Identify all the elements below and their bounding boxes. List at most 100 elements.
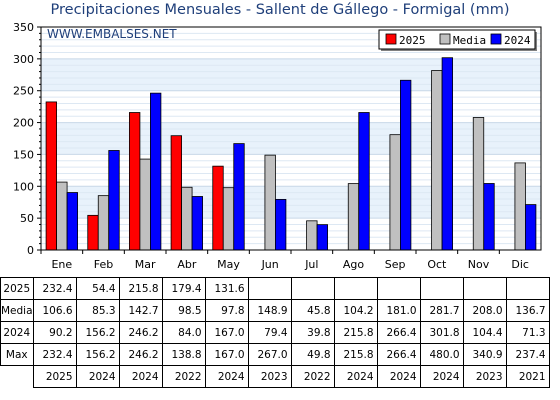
y-tick-label: 100 xyxy=(13,180,34,193)
table-cell: 54.4 xyxy=(75,277,120,300)
table-cell: 281.7 xyxy=(419,299,464,322)
x-tick-label-may: May xyxy=(217,258,240,271)
table-cell: 2024 xyxy=(204,365,249,388)
y-tick-label: 350 xyxy=(13,21,34,34)
y-tick-label: 0 xyxy=(27,244,34,257)
table-cell: 79.4 xyxy=(247,321,292,344)
bar-media-abr xyxy=(181,186,193,251)
table-row-label: Media xyxy=(0,299,34,322)
table-cell: 2025 xyxy=(32,365,77,388)
table-cell xyxy=(247,277,292,300)
table-row: Max 232.4 156.2 246.2 138.8 167.0 267.0 49.8 215… xyxy=(0,343,550,366)
table-cell: 2024 xyxy=(333,365,378,388)
table-cell: 2021 xyxy=(505,365,550,388)
table-cell: 148.9 xyxy=(247,299,292,322)
bar-2025-ene xyxy=(45,101,57,251)
table-cell: 301.8 xyxy=(419,321,464,344)
table-cell: 45.8 xyxy=(290,299,335,322)
table-cell: 104.4 xyxy=(462,321,507,344)
bar-media-dic xyxy=(514,162,526,251)
plot-band xyxy=(41,186,541,219)
table-cell: 131.6 xyxy=(204,277,249,300)
bar-2024-nov xyxy=(483,183,495,251)
bar-media-jul xyxy=(306,220,318,251)
table-cell: 104.2 xyxy=(333,299,378,322)
table-cell: 215.8 xyxy=(333,343,378,366)
table-cell: 97.8 xyxy=(204,299,249,322)
table-cell: 167.0 xyxy=(204,321,249,344)
table-cell: 84.0 xyxy=(161,321,206,344)
table-cell: 2023 xyxy=(462,365,507,388)
table-cell: 85.3 xyxy=(75,299,120,322)
table-cell: 2022 xyxy=(290,365,335,388)
legend-swatch-2024 xyxy=(490,33,502,45)
table-cell: 215.8 xyxy=(118,277,163,300)
table-cell: 267.0 xyxy=(247,343,292,366)
table-cell: 246.2 xyxy=(118,343,163,366)
table-cell xyxy=(376,277,421,300)
bar-media-jun xyxy=(264,154,276,251)
table-cell: 266.4 xyxy=(376,321,421,344)
legend-swatch-2025 xyxy=(385,33,397,45)
x-tick-label-sep: Sep xyxy=(385,258,406,271)
chart-title: Precipitaciones Mensuales - Sallent de G… xyxy=(50,2,510,18)
table-row: 2025 232.4 54.4 215.8 179.4 131.6 xyxy=(0,277,550,300)
bar-2024-dic xyxy=(525,204,537,251)
bar-2025-may xyxy=(212,165,224,251)
bar-2024-sep xyxy=(400,79,412,251)
table-cell: 181.0 xyxy=(376,299,421,322)
bar-2024-ago xyxy=(358,112,370,251)
x-tick-label-mar: Mar xyxy=(135,258,156,271)
table-row-label xyxy=(0,365,34,388)
x-tick-label-ene: Ene xyxy=(51,258,72,271)
y-tick-label: 300 xyxy=(13,53,34,66)
chart-legend: 2025 Media 2024 xyxy=(378,29,537,51)
bar-2025-abr xyxy=(170,135,182,251)
table-cell xyxy=(290,277,335,300)
bar-2024-ene xyxy=(66,192,78,251)
table-cell: 49.8 xyxy=(290,343,335,366)
bar-media-mar xyxy=(139,158,151,251)
bar-media-nov xyxy=(472,117,485,251)
bar-2024-oct xyxy=(441,57,453,251)
table-cell: 39.8 xyxy=(290,321,335,344)
bar-media-ene xyxy=(56,181,68,251)
table-cell: 208.0 xyxy=(462,299,507,322)
bar-media-may xyxy=(222,187,235,251)
bar-2024-abr xyxy=(191,196,203,251)
table-cell: 246.2 xyxy=(118,321,163,344)
table-row: 2024 90.2 156.2 246.2 84.0 167.0 79.4 39.8 215.8… xyxy=(0,321,550,344)
table-row: Media 106.6 85.3 142.7 98.5 97.8 148.9 45.8 104.… xyxy=(0,299,550,322)
x-tick-label-feb: Feb xyxy=(94,258,113,271)
y-tick-label: 250 xyxy=(13,85,34,98)
table-cell: 90.2 xyxy=(32,321,77,344)
table-cell: 2023 xyxy=(247,365,292,388)
bar-2024-mar xyxy=(150,92,162,251)
table-cell: 232.4 xyxy=(32,343,77,366)
table-cell xyxy=(505,277,550,300)
table-cell: 340.9 xyxy=(462,343,507,366)
table-row-label: Max xyxy=(0,343,34,366)
legend-swatch-media xyxy=(439,33,451,45)
table-cell: 237.4 xyxy=(505,343,550,366)
table-cell xyxy=(462,277,507,300)
bar-2024-may xyxy=(233,143,245,251)
bar-media-oct xyxy=(431,70,443,251)
bar-2024-jul xyxy=(316,224,328,251)
x-tick-label-nov: Nov xyxy=(468,258,490,271)
table-cell xyxy=(333,277,378,300)
x-tick-label-jun: Jun xyxy=(261,258,279,271)
bar-2024-feb xyxy=(108,150,120,251)
table-cell: 142.7 xyxy=(118,299,163,322)
bar-media-sep xyxy=(389,134,401,251)
table-row-label: 2025 xyxy=(0,277,34,300)
table-cell: 2022 xyxy=(161,365,206,388)
table-cell: 156.2 xyxy=(75,343,120,366)
table-cell: 266.4 xyxy=(376,343,421,366)
table-cell: 232.4 xyxy=(32,277,77,300)
x-tick-label-ago: Ago xyxy=(343,258,365,271)
data-table: 2025 232.4 54.4 215.8 179.4 131.6 Media 106.6 85… xyxy=(0,277,550,388)
bar-media-ago xyxy=(347,183,360,251)
table-cell: 167.0 xyxy=(204,343,249,366)
y-tick-label: 150 xyxy=(13,148,34,161)
